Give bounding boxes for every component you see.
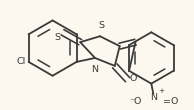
Text: +: + bbox=[158, 88, 164, 94]
Text: N: N bbox=[150, 93, 157, 102]
Text: Cl: Cl bbox=[16, 57, 26, 66]
Text: O: O bbox=[130, 74, 137, 83]
Text: N: N bbox=[92, 65, 99, 74]
Text: S: S bbox=[98, 21, 104, 30]
Text: =O: =O bbox=[163, 97, 178, 106]
Text: ⁻O: ⁻O bbox=[129, 97, 141, 106]
Text: S: S bbox=[55, 33, 61, 42]
